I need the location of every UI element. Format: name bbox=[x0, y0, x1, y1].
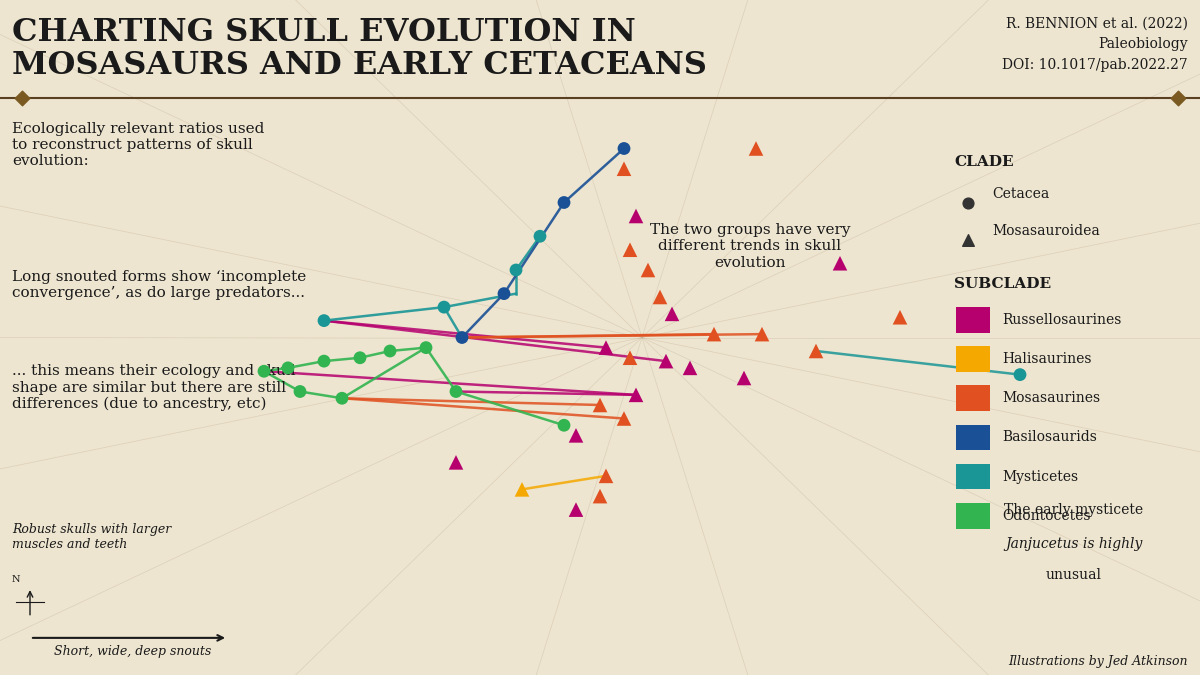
Point bbox=[332, 393, 352, 404]
Point bbox=[530, 231, 550, 242]
Point bbox=[566, 504, 586, 515]
Text: Halisaurines: Halisaurines bbox=[1002, 352, 1092, 366]
Text: CHARTING SKULL EVOLUTION IN
MOSASAURS AND EARLY CETACEANS: CHARTING SKULL EVOLUTION IN MOSASAURS AN… bbox=[12, 17, 707, 81]
Point bbox=[506, 265, 526, 275]
Point bbox=[350, 352, 370, 363]
Text: Long snouted forms show ‘incomplete
convergence’, as do large predators...: Long snouted forms show ‘incomplete conv… bbox=[12, 270, 306, 300]
Point bbox=[452, 332, 472, 343]
Text: Short, wide, deep snouts: Short, wide, deep snouts bbox=[54, 645, 211, 657]
Point bbox=[416, 342, 436, 353]
Text: The two groups have very
different trends in skull
evolution: The two groups have very different trend… bbox=[649, 223, 851, 269]
Text: Mysticetes: Mysticetes bbox=[1002, 470, 1078, 483]
Text: Mosasauroidea: Mosasauroidea bbox=[992, 224, 1100, 238]
Point bbox=[638, 265, 658, 275]
FancyBboxPatch shape bbox=[956, 503, 990, 529]
Point bbox=[566, 430, 586, 441]
Text: ... this means their ecology and skull
shape are similar but there are still
dif: ... this means their ecology and skull s… bbox=[12, 364, 295, 411]
Point bbox=[380, 346, 400, 356]
Point bbox=[614, 143, 634, 154]
Point bbox=[590, 400, 610, 410]
FancyBboxPatch shape bbox=[956, 346, 990, 372]
Point bbox=[554, 420, 574, 431]
Point bbox=[680, 362, 700, 373]
Point bbox=[512, 484, 532, 495]
Text: Illustrations by Jed Atkinson: Illustrations by Jed Atkinson bbox=[1008, 655, 1188, 668]
Point bbox=[12, 92, 31, 103]
Point bbox=[734, 373, 754, 383]
Text: Robust skulls with larger
muscles and teeth: Robust skulls with larger muscles and te… bbox=[12, 523, 172, 551]
Point bbox=[554, 197, 574, 208]
Point bbox=[434, 302, 454, 313]
Point bbox=[590, 491, 610, 502]
Point bbox=[278, 362, 298, 373]
Point bbox=[314, 356, 334, 367]
Text: Ecologically relevant ratios used
to reconstruct patterns of skull
evolution:: Ecologically relevant ratios used to rec… bbox=[12, 122, 264, 168]
Point bbox=[254, 366, 274, 377]
Point bbox=[314, 315, 334, 326]
Point bbox=[596, 470, 616, 481]
Text: CLADE: CLADE bbox=[954, 155, 1014, 169]
Point bbox=[959, 234, 978, 245]
Text: Basilosaurids: Basilosaurids bbox=[1002, 431, 1097, 444]
Point bbox=[959, 197, 978, 208]
Point bbox=[1010, 369, 1030, 380]
Text: Russellosaurines: Russellosaurines bbox=[1002, 313, 1121, 327]
Point bbox=[650, 292, 670, 302]
Point bbox=[656, 356, 676, 367]
Point bbox=[614, 163, 634, 174]
Point bbox=[1169, 92, 1188, 103]
Point bbox=[620, 352, 640, 363]
Text: Odontocetes: Odontocetes bbox=[1002, 509, 1091, 522]
FancyBboxPatch shape bbox=[956, 385, 990, 411]
Point bbox=[662, 308, 682, 319]
Point bbox=[806, 346, 826, 356]
Point bbox=[746, 143, 766, 154]
Point bbox=[494, 288, 514, 299]
Point bbox=[890, 312, 910, 323]
Point bbox=[704, 329, 724, 340]
Text: SUBCLADE: SUBCLADE bbox=[954, 277, 1051, 291]
Point bbox=[446, 457, 466, 468]
Point bbox=[446, 386, 466, 397]
FancyBboxPatch shape bbox=[956, 307, 990, 333]
FancyBboxPatch shape bbox=[956, 464, 990, 489]
FancyBboxPatch shape bbox=[956, 425, 990, 450]
Text: Janjucetus is highly: Janjucetus is highly bbox=[1006, 537, 1142, 551]
Text: Cetacea: Cetacea bbox=[992, 187, 1050, 200]
Point bbox=[626, 211, 646, 221]
Point bbox=[626, 389, 646, 400]
Text: Mosasaurines: Mosasaurines bbox=[1002, 392, 1100, 405]
Point bbox=[830, 258, 850, 269]
Text: R. BENNION et al. (2022)
Paleobiology
DOI: 10.1017/pab.2022.27: R. BENNION et al. (2022) Paleobiology DO… bbox=[1002, 17, 1188, 72]
Point bbox=[614, 413, 634, 424]
Point bbox=[290, 386, 310, 397]
Point bbox=[752, 329, 772, 340]
Text: N: N bbox=[11, 575, 20, 584]
Point bbox=[596, 342, 616, 353]
Point bbox=[620, 244, 640, 255]
Text: The early mysticete: The early mysticete bbox=[1004, 503, 1144, 517]
Text: unusual: unusual bbox=[1046, 568, 1102, 583]
